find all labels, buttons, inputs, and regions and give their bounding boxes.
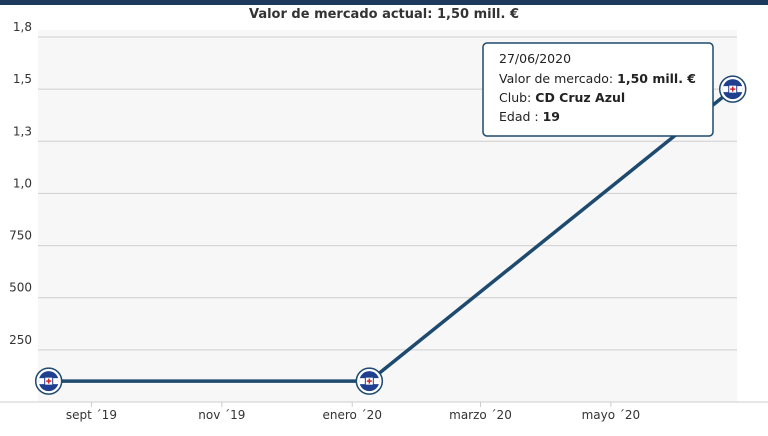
x-tick-label: sept ´19 (66, 408, 117, 422)
y-tick-label: 1,0 (13, 176, 32, 190)
tooltip-club: Club: CD Cruz Azul (499, 90, 625, 105)
tooltip-date: 27/06/2020 (499, 51, 571, 66)
y-tick-label: 1,5 (13, 72, 32, 86)
tooltip-key: Valor de mercado: (499, 71, 613, 86)
tooltip-value: Valor de mercado: 1,50 mill. € (499, 71, 696, 86)
x-tick-label: mayo ´20 (582, 408, 641, 422)
data-point (355, 367, 384, 395)
tooltip-age: Edad : 19 (499, 109, 560, 124)
tooltip-key: Edad : (499, 109, 539, 124)
badge-cross-red (366, 378, 372, 384)
x-tick-label: marzo ´20 (449, 408, 512, 422)
data-point (718, 75, 747, 103)
top-bar (0, 0, 768, 5)
tooltip: 27/06/2020 Valor de mercado: 1,50 mill. … (482, 42, 714, 137)
marks (34, 75, 747, 395)
tooltip-club-name: CD Cruz Azul (535, 90, 625, 105)
x-tick-label: enero ´20 (322, 408, 381, 422)
y-tick-label: 1,3 (13, 124, 32, 138)
badge-cross-red (46, 378, 52, 384)
data-point (34, 367, 63, 395)
chart-title: Valor de mercado actual: 1,50 mill. € (249, 7, 519, 22)
tooltip-box (482, 42, 714, 137)
badge-cross-red (730, 86, 736, 92)
grid: 250 500 750 1,0 1,3 1,5 1,8 sept ´19 nov ´19 ener… (9, 20, 737, 422)
tooltip-key: Club: (499, 90, 531, 105)
tooltip-age-value: 19 (543, 109, 560, 124)
y-tick-label: 1,8 (13, 20, 32, 34)
tooltip-value-label: 1,50 mill. € (617, 71, 696, 86)
x-tick-label: nov ´19 (198, 408, 245, 422)
y-tick-label: 500 (9, 281, 32, 295)
y-tick-label: 250 (9, 333, 32, 347)
y-tick-label: 750 (9, 229, 32, 243)
